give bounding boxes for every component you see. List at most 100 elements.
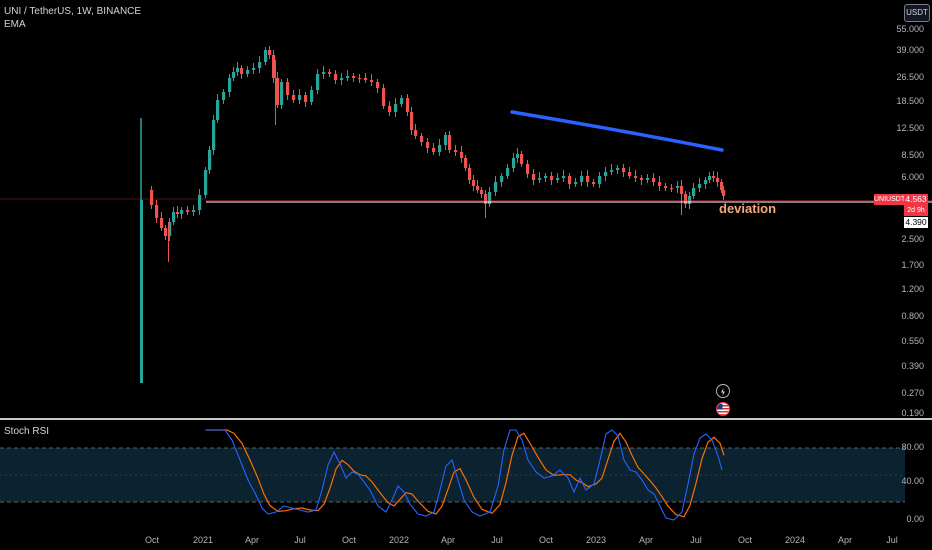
candle-body: [640, 178, 644, 180]
stoch-rsi-chart[interactable]: [0, 420, 932, 530]
candle-body: [322, 72, 326, 74]
price-chart[interactable]: [0, 0, 932, 418]
candle-body: [516, 154, 520, 158]
candle-body: [716, 178, 720, 182]
stoch-rsi-title[interactable]: Stoch RSI: [4, 426, 50, 437]
candlesticks: [150, 46, 726, 262]
price-tick-label: 26.500: [896, 72, 924, 82]
candle-body: [150, 190, 154, 205]
candle-body: [222, 92, 226, 100]
candle-body: [464, 158, 468, 168]
candle-body: [232, 72, 236, 78]
candle-body: [198, 195, 202, 210]
time-tick-label: Apr: [638, 535, 654, 545]
candle-body: [646, 178, 650, 180]
candle-body: [670, 188, 674, 190]
candle-body: [264, 50, 268, 62]
stoch-rsi-k-line: [205, 429, 723, 521]
candle-body: [628, 172, 632, 176]
candle-body: [334, 74, 338, 80]
candle-body: [304, 95, 308, 102]
candle-body: [276, 78, 280, 105]
candle-body: [208, 150, 212, 170]
lightning-icon[interactable]: [716, 384, 730, 398]
candle-body: [192, 210, 196, 212]
candle-body: [376, 82, 380, 88]
countdown-badge: 2d 9h: [904, 205, 928, 216]
candle-body: [506, 168, 510, 176]
candle-body: [698, 184, 702, 188]
time-tick-label: Apr: [244, 535, 260, 545]
price-tick-label: 1.700: [901, 260, 924, 270]
candle-body: [216, 100, 220, 120]
candle-body: [328, 72, 332, 74]
currency-button[interactable]: USDT: [904, 4, 930, 22]
candle-body: [228, 78, 232, 92]
symbol-badge: UNIUSDT: [874, 194, 906, 205]
candle-body: [598, 176, 602, 184]
candle-body: [720, 182, 724, 190]
candle-body: [532, 174, 536, 180]
candle-body: [520, 154, 524, 164]
candle-body: [406, 98, 410, 112]
candle-body: [538, 178, 542, 180]
us-flag-icon[interactable]: [716, 402, 730, 416]
time-tick-label: Oct: [538, 535, 554, 545]
candle-body: [316, 74, 320, 90]
price-tick-label: 0.190: [901, 408, 924, 418]
candle-body: [704, 180, 708, 184]
candle-body: [556, 178, 560, 180]
candle-body: [286, 82, 290, 95]
candle-body: [664, 186, 668, 188]
time-tick-label: 2021: [192, 535, 214, 545]
price-tick-label: 1.200: [901, 284, 924, 294]
time-tick-label: Apr: [837, 535, 853, 545]
candle-body: [394, 104, 398, 112]
candle-body: [676, 186, 680, 188]
price-chart-pane[interactable]: UNI / TetherUS, 1W, BINANCE EMA USDT 55.…: [0, 0, 932, 418]
candle-body: [268, 50, 272, 55]
pane-divider[interactable]: [0, 418, 932, 420]
time-tick-label: 2023: [585, 535, 607, 545]
time-tick-label: 2024: [784, 535, 806, 545]
candle-body: [155, 205, 159, 218]
candle-body: [272, 55, 276, 78]
candle-body: [176, 212, 180, 214]
stoch-rsi-pane[interactable]: Stoch RSI 80.00 40.00 0.00: [0, 420, 932, 530]
candle-body: [562, 176, 566, 178]
rsi-tick-label: 0.00: [906, 514, 924, 524]
candle-body: [426, 142, 430, 148]
candle-body: [568, 176, 572, 184]
candle-body: [722, 190, 726, 196]
candle-body: [400, 98, 404, 104]
blue-trendline: [510, 110, 724, 152]
candle-body: [388, 106, 392, 112]
time-axis[interactable]: Oct 2021 Apr Jul Oct 2022 Apr Jul Oct 2023 Apr Jul O…: [0, 530, 900, 550]
rsi-tick-label: 80.00: [901, 442, 924, 452]
ema-indicator-label[interactable]: EMA: [4, 19, 26, 30]
candle-body: [346, 76, 350, 78]
time-tick-label: Jul: [294, 535, 306, 545]
price-tick-label: 0.270: [901, 388, 924, 398]
candle-body: [634, 176, 638, 178]
candle-body: [494, 182, 498, 192]
time-tick-label: Jul: [491, 535, 503, 545]
candle-body: [180, 210, 184, 214]
candle-body: [480, 190, 484, 194]
candle-body: [658, 182, 662, 186]
candle-body: [580, 176, 584, 182]
time-tick-label: 2022: [388, 535, 410, 545]
candle-body: [684, 194, 688, 204]
candle-body: [414, 130, 418, 136]
candle-body: [420, 136, 424, 142]
candle-body: [370, 80, 374, 82]
price-tick-label: 0.390: [901, 361, 924, 371]
candle-body: [616, 168, 620, 170]
candle-body: [240, 68, 244, 74]
symbol-title: UNI / TetherUS, 1W, BINANCE: [4, 6, 142, 17]
candle-body: [544, 176, 548, 178]
candle-body: [526, 164, 530, 174]
candle-body: [160, 218, 164, 228]
candle-body: [444, 135, 448, 145]
candle-body: [586, 176, 590, 182]
